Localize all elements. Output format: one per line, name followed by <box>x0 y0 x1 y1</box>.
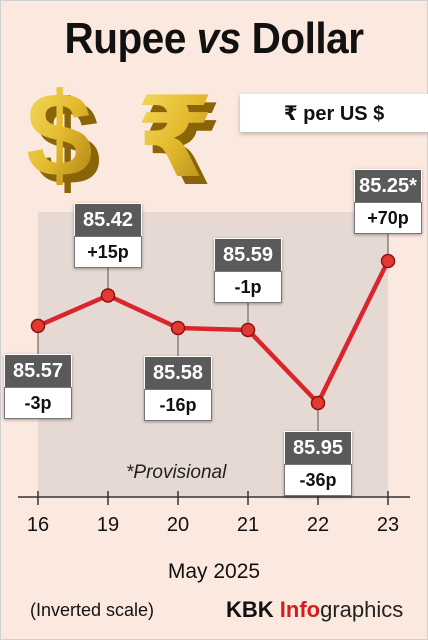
data-label: 85.95 -36p <box>284 431 352 496</box>
data-point <box>30 318 46 334</box>
svg-text:$: $ <box>34 76 101 210</box>
svg-text:₹: ₹ <box>136 73 214 203</box>
change-label: -1p <box>214 270 282 303</box>
data-label: 85.59 -1p <box>214 237 282 303</box>
change-label: -16p <box>144 388 212 421</box>
data-value-label: 85.25* <box>354 169 422 202</box>
data-value-label: 85.42 <box>74 203 142 237</box>
svg-text:$: $ <box>26 72 93 202</box>
rupee-symbol-3d-icon: ₹ ₹ <box>136 73 222 211</box>
change-label: +15p <box>74 236 142 269</box>
x-axis-label: May 2025 <box>167 560 261 583</box>
data-label: 85.42 +15p <box>74 203 142 269</box>
data-value-label: 85.58 <box>144 355 212 389</box>
change-label: -3p <box>4 386 72 419</box>
currency-symbols-art: $ $ ₹ ₹ <box>26 72 222 211</box>
data-label: 85.25* +70p <box>354 169 422 234</box>
data-point <box>380 253 396 269</box>
provisional-note: *Provisional <box>126 462 227 483</box>
data-label: 85.58 -16p <box>144 355 212 421</box>
data-point <box>310 395 326 411</box>
x-tick-label: 20 <box>166 514 190 536</box>
chart-title: Rupee vs Dollar <box>64 14 364 63</box>
data-value-label: 85.57 <box>4 353 72 387</box>
x-tick-label: 19 <box>96 514 120 536</box>
change-label: +70p <box>354 202 422 234</box>
unit-banner: ₹ per US $ <box>240 94 428 132</box>
dollar-symbol-3d-icon: $ $ <box>26 72 101 210</box>
data-label: 85.57 -3p <box>4 353 72 419</box>
data-value-label: 85.59 <box>214 237 282 271</box>
data-value-label: 85.95 <box>284 431 352 464</box>
inverted-scale-note: (Inverted scale) <box>30 600 155 620</box>
chart-area-fill <box>38 212 388 497</box>
data-point <box>100 288 116 303</box>
data-point <box>240 322 256 338</box>
x-tick-label: 22 <box>306 514 330 536</box>
x-tick-label: 23 <box>376 514 400 536</box>
change-label: -36p <box>284 464 352 496</box>
series-line <box>35 258 391 406</box>
svg-text:₹: ₹ <box>144 81 222 211</box>
data-point <box>170 320 186 336</box>
x-tick-label: 16 <box>26 514 50 536</box>
credit-logo: KBK Infographics <box>226 597 404 622</box>
x-tick-label: 21 <box>236 514 260 536</box>
